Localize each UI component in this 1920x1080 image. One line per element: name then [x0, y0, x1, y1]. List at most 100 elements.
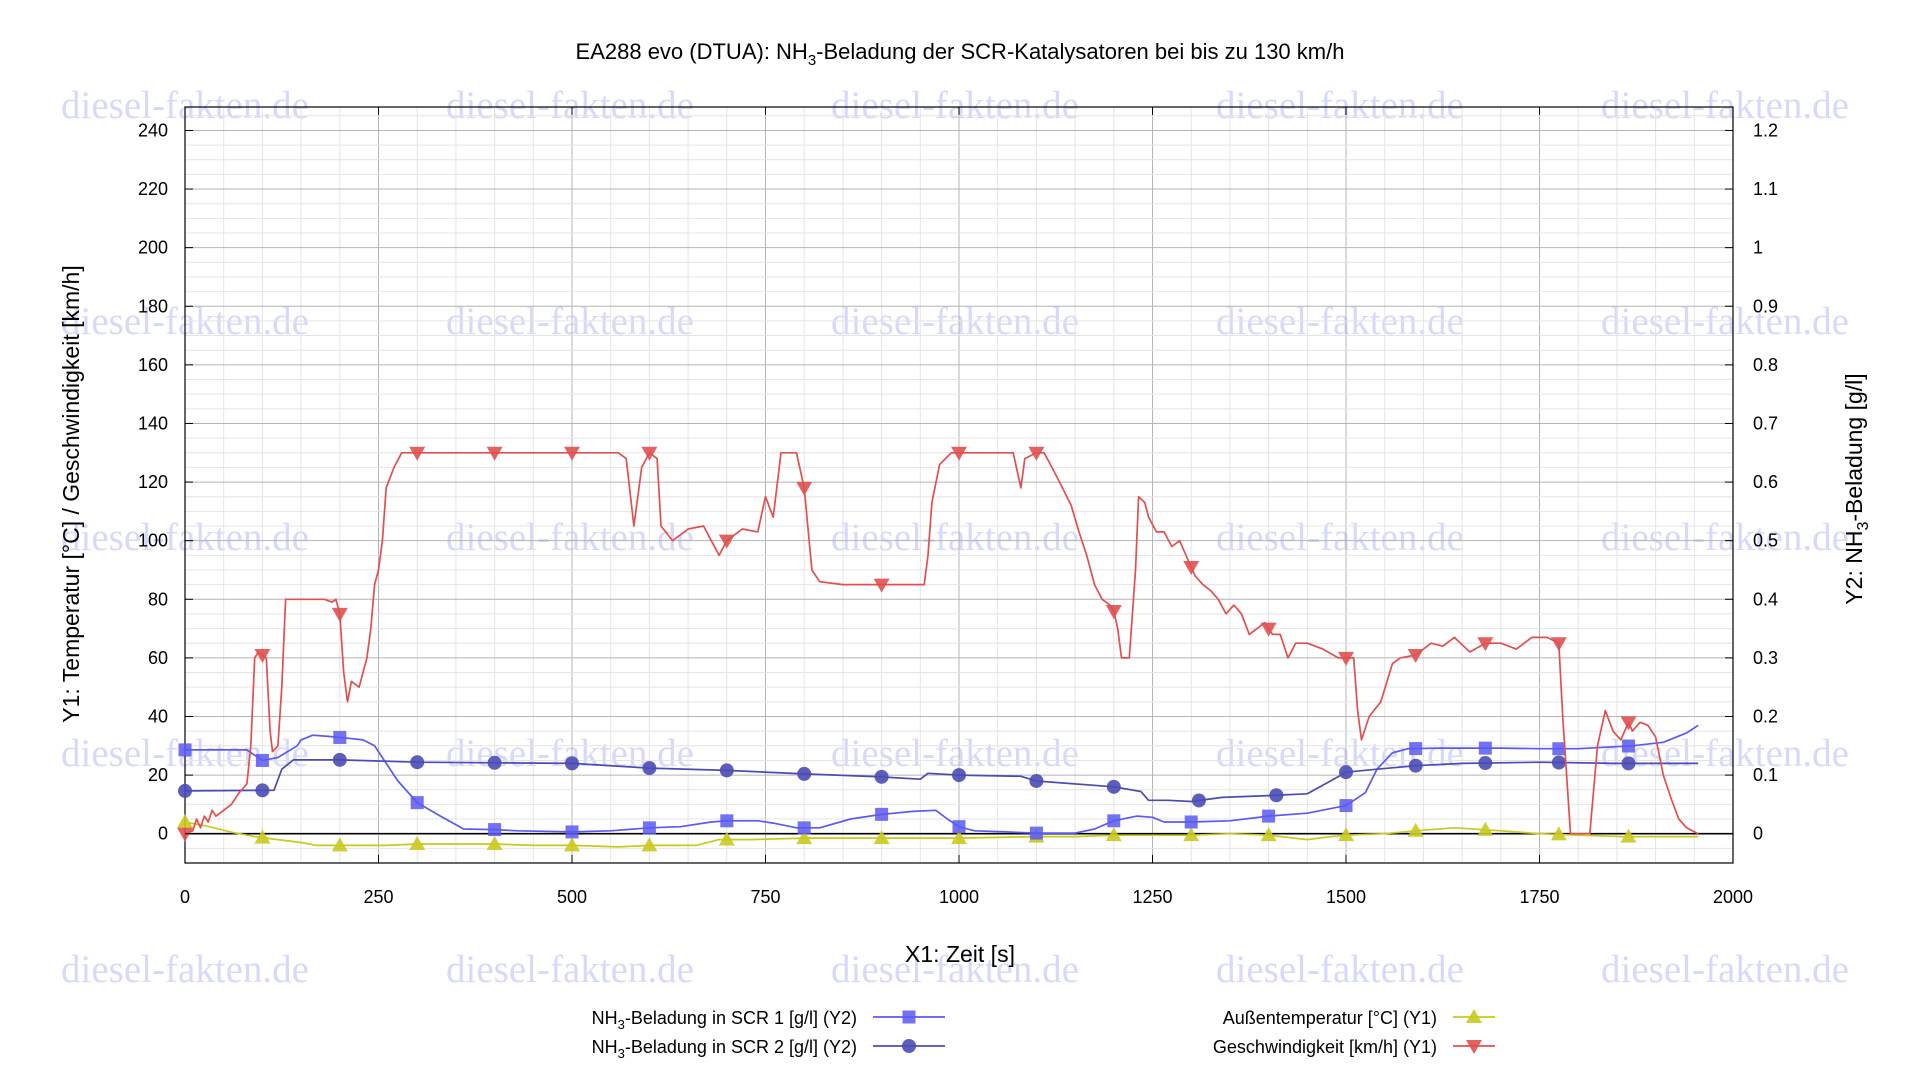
series-outside-temperature-marker: [1338, 827, 1354, 842]
y2-axis-label: Y2: NH3-Beladung [g/l]: [1841, 373, 1872, 604]
series-scr2-nh3-load-marker: [642, 761, 657, 776]
series-scr1-nh3-load-line: [185, 724, 1699, 834]
series-speed-marker: [254, 648, 271, 663]
legend-label-temperature: Außentemperatur [°C] (Y1): [1223, 1008, 1437, 1028]
series-outside-temperature-line: [184, 821, 1699, 848]
watermark-layer: diesel-fakten.de diesel-fakten.de diesel-f…: [61, 84, 1849, 991]
series-outside-temperature-marker: [873, 830, 890, 845]
series-scr2-nh3-load-marker: [1339, 765, 1353, 780]
legend-label-scr1: NH3-Beladung in SCR 1 [g/l] (Y2): [592, 1008, 857, 1032]
series-speed-marker: [409, 446, 426, 461]
series-layer: [177, 446, 1699, 852]
y1-tick-label: 220: [138, 179, 168, 199]
watermark-text: diesel-fakten.de: [446, 948, 694, 991]
watermark-text: diesel-fakten.de: [1601, 948, 1849, 991]
series-scr2-nh3-load-marker: [487, 755, 502, 770]
y2-tick-label: 0.1: [1753, 765, 1778, 785]
x-axis-label: X1: Zeit [s]: [905, 941, 1015, 967]
series-outside-temperature-marker: [718, 831, 735, 846]
series-scr1-nh3-load-marker: [720, 814, 734, 828]
series-outside-temperature-marker: [564, 837, 580, 852]
series-outside-temperature-marker: [796, 830, 813, 845]
series-scr1-nh3-load-marker: [1107, 814, 1121, 828]
series-scr1-nh3-load-marker: [333, 730, 347, 744]
series-scr1-nh3-load-marker: [1478, 741, 1492, 755]
series-outside-temperature-marker: [1620, 828, 1637, 843]
y1-tick-label: 0: [158, 824, 168, 844]
series-scr1-nh3-load-marker: [642, 821, 656, 835]
y2-tick-label: 0.7: [1753, 413, 1778, 433]
series-speed-marker: [1550, 637, 1567, 652]
series-outside-temperature-marker: [331, 837, 348, 852]
y1-tick-label: 160: [138, 355, 168, 375]
y1-axis-label: Y1: Temperatur [°C] / Geschwindigkeit [k…: [58, 265, 84, 722]
series-speed-marker: [718, 534, 735, 549]
watermark-text: diesel-fakten.de: [1216, 948, 1464, 991]
x-tick-label: 1250: [1132, 887, 1172, 907]
y2-tick-label: 1: [1753, 238, 1763, 258]
y1-tick-label: 100: [138, 531, 168, 551]
series-scr2-nh3-load: [178, 752, 1699, 808]
series-scr2-nh3-load-marker: [1551, 755, 1566, 770]
y1-tick-label: 20: [148, 765, 168, 785]
series-scr1-nh3-load-marker: [1184, 815, 1198, 829]
y2-tick-label: 0.5: [1753, 531, 1778, 551]
y1-tick-label: 60: [148, 648, 168, 668]
series-outside-temperature-marker: [254, 829, 271, 844]
series-speed-marker: [1338, 651, 1354, 666]
y2-tick-label: 0.3: [1753, 648, 1778, 668]
series-scr1-nh3-load: [178, 724, 1699, 840]
series-speed-marker: [1105, 605, 1122, 619]
series-speed-marker: [641, 446, 658, 461]
series-speed-marker: [796, 481, 813, 496]
series-scr2-nh3-load-marker: [178, 783, 192, 798]
legend-marker-sample: [1466, 1040, 1482, 1054]
series-outside-temperature-marker: [486, 835, 503, 850]
x-tick-label: 750: [750, 887, 780, 907]
series-scr1-nh3-load-marker: [1409, 742, 1423, 756]
series-speed-marker: [873, 578, 890, 593]
y1-tick-label: 140: [138, 413, 168, 433]
watermark-text: diesel-fakten.de: [831, 948, 1079, 991]
series-speed-marker: [564, 446, 580, 461]
series-scr2-nh3-load-marker: [332, 752, 347, 767]
watermark-text: diesel-fakten.de: [831, 732, 1079, 775]
x-tick-label: 2000: [1713, 887, 1753, 907]
series-scr2-nh3-load-marker: [797, 766, 812, 781]
series-speed-marker: [1260, 622, 1277, 637]
watermark-text: diesel-fakten.de: [446, 84, 694, 127]
x-tick-label: 500: [557, 887, 587, 907]
series-outside-temperature: [177, 813, 1699, 852]
series-outside-temperature-marker: [641, 837, 658, 852]
series-speed-marker: [1028, 446, 1045, 461]
y1-tick-label: 200: [138, 238, 168, 258]
series-scr1-nh3-load-marker: [1262, 809, 1276, 823]
series-speed-marker: [1183, 561, 1200, 576]
series-scr1-nh3-load-marker: [410, 796, 424, 810]
series-scr2-nh3-load-marker: [1029, 773, 1044, 788]
series-scr1-nh3-load-marker: [488, 823, 502, 837]
y2-tick-label: 0: [1753, 824, 1763, 844]
series-scr1-nh3-load-marker: [565, 825, 579, 839]
series-scr2-nh3-load-marker: [565, 756, 579, 771]
series-scr2-nh3-load-marker: [1478, 756, 1493, 771]
legend-label-scr2: NH3-Beladung in SCR 2 [g/l] (Y2): [592, 1037, 857, 1061]
watermark-text: diesel-fakten.de: [831, 516, 1079, 559]
y2-tick-label: 0.6: [1753, 472, 1778, 492]
legend-marker-sample: [902, 1039, 916, 1053]
watermark-text: diesel-fakten.de: [1216, 516, 1464, 559]
y2-tick-label: 0.8: [1753, 355, 1778, 375]
watermark-text: diesel-fakten.de: [1601, 84, 1849, 127]
series-scr1-nh3-load-marker: [1029, 826, 1043, 840]
legend: NH3-Beladung in SCR 1 [g/l] (Y2) NH3-Bel…: [592, 1008, 1495, 1061]
series-scr2-nh3-load-marker: [874, 769, 889, 784]
x-tick-label: 1000: [939, 887, 979, 907]
series-speed-marker: [486, 446, 503, 461]
series-scr2-nh3-load-marker: [1106, 779, 1121, 794]
x-tick-label: 1500: [1326, 887, 1366, 907]
watermark-text: diesel-fakten.de: [446, 516, 694, 559]
series-speed-marker: [1477, 637, 1494, 652]
y2-tick-label: 1.2: [1753, 120, 1778, 140]
legend-marker-sample: [902, 1010, 916, 1024]
series-outside-temperature-marker: [1550, 826, 1567, 841]
